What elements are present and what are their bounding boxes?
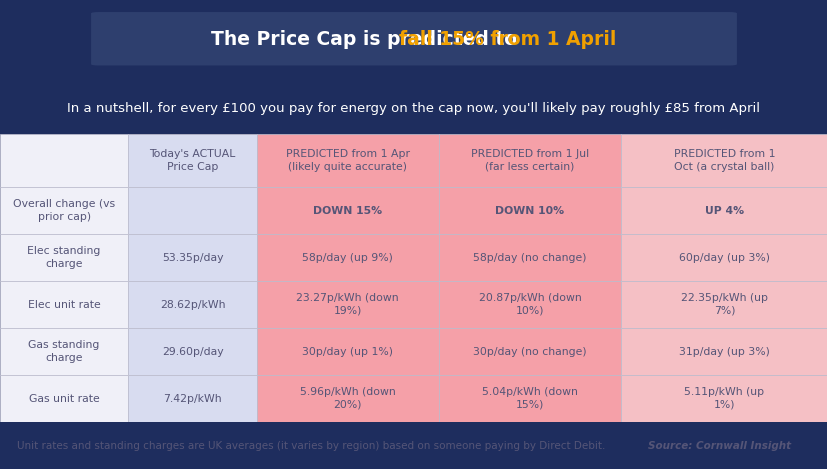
- Text: Unit rates and standing charges are UK averages (it varies by region) based on s: Unit rates and standing charges are UK a…: [17, 440, 608, 451]
- FancyBboxPatch shape: [91, 12, 736, 66]
- Bar: [0, 187, 128, 234]
- Text: PREDICTED from 1 Jul
(far less certain): PREDICTED from 1 Jul (far less certain): [471, 149, 588, 172]
- Text: 58p/day (up 9%): 58p/day (up 9%): [302, 252, 393, 263]
- Bar: [128, 134, 256, 187]
- Text: 30p/day (no change): 30p/day (no change): [472, 347, 586, 356]
- Text: 29.60p/day: 29.60p/day: [161, 347, 223, 356]
- Bar: [620, 375, 827, 422]
- Bar: [128, 281, 256, 328]
- Text: Gas unit rate: Gas unit rate: [29, 393, 99, 404]
- Text: 5.04p/kWh (down
15%): 5.04p/kWh (down 15%): [481, 387, 577, 410]
- Text: DOWN 15%: DOWN 15%: [313, 205, 382, 216]
- Bar: [0, 375, 128, 422]
- Text: 7.42p/kWh: 7.42p/kWh: [163, 393, 222, 404]
- Bar: [128, 187, 256, 234]
- Text: fall 15% from 1 April: fall 15% from 1 April: [399, 30, 616, 49]
- Text: In a nutshell, for every £100 you pay for energy on the cap now, you'll likely p: In a nutshell, for every £100 you pay fo…: [68, 102, 759, 115]
- Bar: [620, 134, 827, 187]
- Bar: [438, 134, 620, 187]
- Text: DOWN 10%: DOWN 10%: [495, 205, 564, 216]
- Bar: [620, 234, 827, 281]
- Text: 30p/day (up 1%): 30p/day (up 1%): [302, 347, 393, 356]
- Text: Source: Cornwall Insight: Source: Cornwall Insight: [648, 440, 791, 451]
- Bar: [438, 375, 620, 422]
- Bar: [0, 234, 128, 281]
- Text: 22.35p/kWh (up
7%): 22.35p/kWh (up 7%): [680, 294, 767, 316]
- Bar: [620, 281, 827, 328]
- Bar: [438, 234, 620, 281]
- Text: 60p/day (up 3%): 60p/day (up 3%): [678, 252, 769, 263]
- Text: Gas standing
charge: Gas standing charge: [28, 340, 100, 363]
- Bar: [256, 187, 438, 234]
- Bar: [128, 328, 256, 375]
- Bar: [256, 281, 438, 328]
- Text: UP 4%: UP 4%: [704, 205, 743, 216]
- Bar: [256, 328, 438, 375]
- Text: 53.35p/day: 53.35p/day: [161, 252, 223, 263]
- Bar: [0, 281, 128, 328]
- Bar: [128, 375, 256, 422]
- Text: PREDICTED from 1 Apr
(likely quite accurate): PREDICTED from 1 Apr (likely quite accur…: [285, 149, 409, 172]
- Bar: [620, 328, 827, 375]
- Text: 58p/day (no change): 58p/day (no change): [472, 252, 586, 263]
- Bar: [0, 134, 128, 187]
- Bar: [256, 234, 438, 281]
- Bar: [256, 375, 438, 422]
- Text: 23.27p/kWh (down
19%): 23.27p/kWh (down 19%): [296, 294, 399, 316]
- Bar: [438, 187, 620, 234]
- Text: Elec unit rate: Elec unit rate: [28, 300, 100, 310]
- Text: 5.11p/kWh (up
1%): 5.11p/kWh (up 1%): [684, 387, 763, 410]
- Bar: [620, 187, 827, 234]
- Text: PREDICTED from 1
Oct (a crystal ball): PREDICTED from 1 Oct (a crystal ball): [673, 149, 774, 172]
- Text: Elec standing
charge: Elec standing charge: [27, 246, 101, 269]
- Text: 20.87p/kWh (down
10%): 20.87p/kWh (down 10%): [478, 294, 581, 316]
- Text: The Price Cap is predicted to: The Price Cap is predicted to: [211, 30, 523, 49]
- Bar: [256, 134, 438, 187]
- Bar: [438, 328, 620, 375]
- Text: Today's ACTUAL
Price Cap: Today's ACTUAL Price Cap: [149, 149, 236, 172]
- Text: Overall change (vs
prior cap): Overall change (vs prior cap): [13, 199, 115, 222]
- Text: 5.96p/kWh (down
20%): 5.96p/kWh (down 20%): [299, 387, 395, 410]
- Bar: [128, 234, 256, 281]
- Bar: [0, 328, 128, 375]
- Text: 28.62p/kWh: 28.62p/kWh: [160, 300, 225, 310]
- Text: 31p/day (up 3%): 31p/day (up 3%): [678, 347, 769, 356]
- Bar: [438, 281, 620, 328]
